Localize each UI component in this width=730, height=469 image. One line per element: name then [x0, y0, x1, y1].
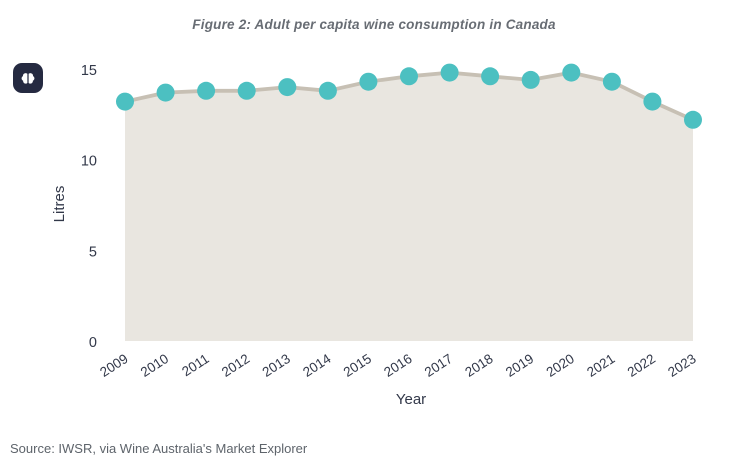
brain-icon-button[interactable] — [13, 63, 43, 93]
x-tick-label: 2021 — [584, 351, 617, 380]
y-tick-label: 10 — [81, 154, 97, 170]
data-point-2010 — [156, 83, 175, 102]
x-tick-label: 2017 — [422, 351, 455, 380]
y-tick-label: 5 — [89, 244, 97, 260]
area-fill — [125, 72, 693, 341]
x-tick-label: 2014 — [300, 351, 334, 380]
data-point-2016 — [400, 67, 418, 86]
x-tick-label: 2023 — [665, 351, 698, 380]
data-point-2021 — [602, 72, 621, 91]
data-point-2017 — [440, 63, 459, 82]
y-tick-label: 15 — [81, 63, 97, 79]
data-point-2022 — [643, 92, 662, 111]
data-point-2020 — [562, 63, 581, 82]
brain-icon — [18, 68, 38, 88]
x-tick-label: 2019 — [503, 351, 536, 380]
data-point-2012 — [237, 81, 256, 100]
x-tick-label: 2011 — [179, 351, 212, 379]
y-tick-label: 0 — [89, 335, 97, 351]
x-tick-label: 2012 — [219, 351, 252, 380]
data-point-2011 — [197, 81, 216, 100]
x-tick-label: 2016 — [381, 351, 414, 380]
x-axis-title: Year — [396, 391, 426, 408]
data-point-2018 — [481, 67, 500, 86]
data-point-2009 — [116, 92, 134, 111]
x-tick-label: 2022 — [625, 351, 658, 380]
data-point-2019 — [521, 70, 540, 89]
data-point-2014 — [318, 81, 337, 100]
x-tick-label: 2020 — [544, 351, 577, 380]
x-tick-label: 2013 — [260, 351, 293, 380]
data-point-2023 — [684, 110, 702, 129]
data-point-2015 — [359, 72, 378, 91]
x-tick-label: 2010 — [138, 351, 171, 380]
x-tick-label: 2018 — [462, 351, 495, 380]
figure-title: Figure 2: Adult per capita wine consumpt… — [192, 17, 556, 32]
data-point-2013 — [278, 78, 297, 97]
source-note: Source: IWSR, via Wine Australia's Marke… — [10, 441, 308, 456]
x-tick-label: 2015 — [341, 351, 374, 380]
x-tick-label: 2009 — [97, 351, 130, 380]
y-axis-title: Litres — [51, 186, 68, 223]
